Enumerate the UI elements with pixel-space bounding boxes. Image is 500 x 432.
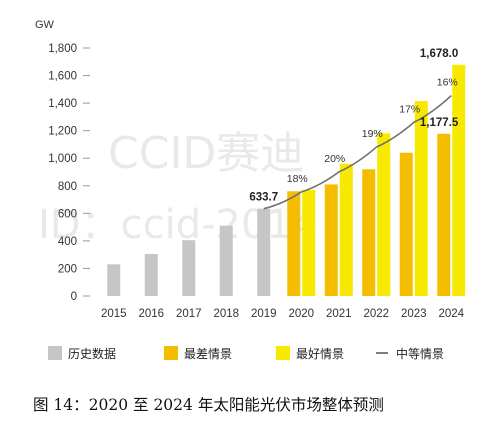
x-tick-label: 2018 xyxy=(213,308,239,320)
bar-historical-2016 xyxy=(144,253,158,296)
legend: 历史数据 最差情景 最好情景 中等情景 xyxy=(48,346,444,361)
x-tick-label: 2021 xyxy=(326,308,352,320)
x-tick-label: 2017 xyxy=(176,308,202,320)
value-label: 1,678.0 xyxy=(420,48,458,60)
bar-best-case-2023 xyxy=(414,101,428,297)
legend-label: 中等情景 xyxy=(396,346,444,361)
watermark-text-1: CCID赛迪 xyxy=(108,128,304,179)
x-tick-label: 2022 xyxy=(363,308,389,320)
value-label: 633.7 xyxy=(249,192,278,204)
x-tick-label: 2019 xyxy=(251,308,277,320)
y-axis-label: GW xyxy=(35,19,55,31)
value-label: 1,177.5 xyxy=(420,117,459,129)
y-axis: 0 200 400 600 800 1,000 1,200 1,400 1,600 1,800 xyxy=(48,43,77,303)
legend-swatch-best-case xyxy=(276,346,290,360)
legend-label: 最好情景 xyxy=(296,347,344,361)
y-tick-label: 800 xyxy=(58,181,77,193)
y-tick-label: 1,400 xyxy=(48,98,77,110)
bar-historical-2019 xyxy=(257,208,271,296)
y-tick-label: 1,200 xyxy=(48,126,77,138)
bar-worst-case-2020 xyxy=(287,191,301,296)
growth-label: 17% xyxy=(399,103,420,115)
bar-best-case-2020 xyxy=(302,189,316,296)
x-tick-label: 2016 xyxy=(138,308,164,320)
bar-historical-2017 xyxy=(182,240,196,296)
legend-label: 历史数据 xyxy=(68,346,116,361)
growth-label: 18% xyxy=(287,173,308,185)
value-labels: 633.7 1,678.0 1,177.5 xyxy=(249,48,458,204)
figure-caption: 图 14：2020 至 2024 年太阳能光伏市场整体预测 xyxy=(33,396,384,414)
grid xyxy=(83,47,90,297)
legend-swatch-worst-case xyxy=(164,346,178,360)
x-tick-label: 2020 xyxy=(288,308,314,320)
y-tick-label: 1,800 xyxy=(48,43,77,55)
growth-label: 16% xyxy=(437,77,458,89)
y-tick-label: 200 xyxy=(58,263,77,275)
bar-worst-case-2021 xyxy=(324,184,338,296)
bar-best-case-2021 xyxy=(339,163,353,296)
growth-label: 20% xyxy=(324,153,345,165)
bar-worst-case-2022 xyxy=(362,169,376,296)
mid-case-line-path xyxy=(263,94,452,210)
bar-historical-2015 xyxy=(107,264,121,296)
growth-labels: 18% 20% 19% 17% 16% xyxy=(287,77,458,185)
bar-best-case-2022 xyxy=(377,133,391,296)
legend-swatch-historical xyxy=(48,346,62,360)
bar-historical-2018 xyxy=(219,225,233,296)
x-axis: 2015 2016 2017 2018 2019 2020 2021 2022 2023 2024 xyxy=(101,308,465,320)
x-tick-label: 2023 xyxy=(401,308,427,320)
x-tick-label: 2024 xyxy=(438,308,464,320)
bars xyxy=(107,64,466,297)
bar-worst-case-2024 xyxy=(437,133,451,296)
y-tick-label: 1,000 xyxy=(48,153,77,165)
y-tick-label: 1,600 xyxy=(48,71,77,83)
legend-label: 最差情景 xyxy=(184,347,232,361)
mid-case-line xyxy=(263,94,452,210)
y-tick-label: 400 xyxy=(58,236,77,248)
y-tick-label: 600 xyxy=(58,208,77,220)
watermark-text-2: ID：ccid-2014 xyxy=(38,202,317,248)
y-tick-label: 0 xyxy=(71,291,77,303)
watermark: CCID赛迪 ID：ccid-2014 xyxy=(38,128,317,248)
growth-label: 19% xyxy=(362,128,383,140)
x-tick-label: 2015 xyxy=(101,308,127,320)
bar-best-case-2024 xyxy=(452,64,466,296)
bar-worst-case-2023 xyxy=(399,152,413,296)
